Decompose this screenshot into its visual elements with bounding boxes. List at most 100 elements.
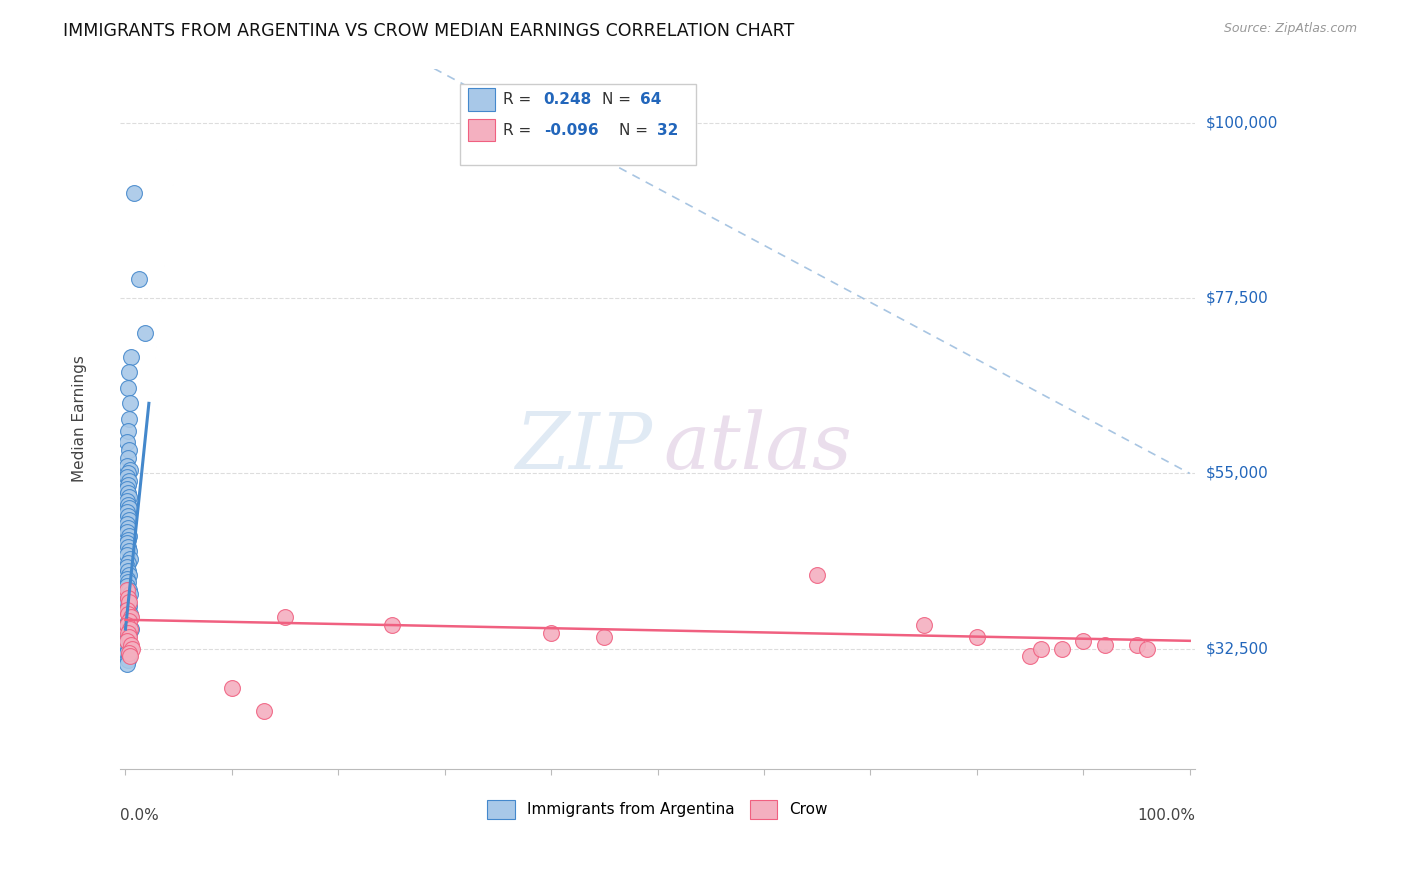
Point bbox=[117, 607, 139, 621]
Point bbox=[115, 646, 138, 660]
Legend: Immigrants from Argentina, Crow: Immigrants from Argentina, Crow bbox=[481, 794, 834, 825]
Point bbox=[966, 630, 988, 644]
Point bbox=[118, 396, 141, 410]
Bar bbox=[460, 84, 696, 164]
Point bbox=[122, 186, 145, 200]
Point bbox=[1050, 641, 1073, 656]
Point bbox=[593, 630, 616, 644]
Point bbox=[120, 610, 142, 624]
Point bbox=[117, 602, 139, 616]
Point bbox=[117, 653, 139, 667]
Point bbox=[912, 618, 935, 632]
Point bbox=[115, 482, 138, 496]
Point bbox=[118, 587, 141, 601]
Point bbox=[118, 474, 141, 488]
Point bbox=[117, 630, 139, 644]
Text: Median Earnings: Median Earnings bbox=[72, 356, 87, 483]
Point bbox=[118, 529, 141, 543]
Text: IMMIGRANTS FROM ARGENTINA VS CROW MEDIAN EARNINGS CORRELATION CHART: IMMIGRANTS FROM ARGENTINA VS CROW MEDIAN… bbox=[63, 22, 794, 40]
Point bbox=[118, 607, 141, 621]
Point bbox=[117, 509, 139, 524]
Point bbox=[380, 618, 402, 632]
Point bbox=[115, 602, 138, 616]
Point bbox=[117, 615, 139, 629]
Point bbox=[117, 564, 139, 578]
Point bbox=[121, 641, 143, 656]
Point bbox=[115, 618, 138, 632]
Point bbox=[115, 657, 138, 672]
Point bbox=[1094, 638, 1116, 652]
Text: $32,500: $32,500 bbox=[1206, 641, 1270, 657]
Point bbox=[118, 630, 141, 644]
Point bbox=[118, 610, 141, 624]
Point bbox=[221, 681, 243, 695]
Text: N =: N = bbox=[619, 123, 652, 137]
Point bbox=[118, 649, 141, 664]
Point bbox=[253, 704, 276, 718]
Point bbox=[117, 575, 139, 590]
Point bbox=[115, 516, 138, 531]
Point bbox=[1029, 641, 1052, 656]
Point bbox=[128, 272, 150, 286]
Text: -0.096: -0.096 bbox=[544, 123, 599, 137]
Point bbox=[115, 435, 138, 450]
Point bbox=[115, 470, 138, 484]
Text: 32: 32 bbox=[657, 123, 678, 137]
Point bbox=[134, 326, 156, 341]
Point bbox=[115, 572, 138, 586]
Point bbox=[118, 595, 141, 609]
Point bbox=[117, 541, 139, 555]
Point bbox=[117, 486, 139, 500]
Point bbox=[1071, 633, 1094, 648]
Point bbox=[117, 450, 139, 465]
Point bbox=[118, 490, 141, 504]
Text: 100.0%: 100.0% bbox=[1137, 808, 1195, 822]
Point bbox=[274, 610, 297, 624]
Text: atlas: atlas bbox=[664, 409, 852, 485]
Point bbox=[118, 626, 141, 640]
Point bbox=[118, 462, 141, 476]
Point bbox=[115, 536, 138, 550]
Text: $77,500: $77,500 bbox=[1206, 291, 1268, 306]
Text: ZIP: ZIP bbox=[515, 409, 652, 485]
Point bbox=[117, 591, 139, 605]
Point bbox=[118, 552, 141, 566]
Point bbox=[118, 583, 141, 598]
Point bbox=[115, 579, 138, 593]
Point bbox=[118, 501, 141, 516]
Text: 0.0%: 0.0% bbox=[120, 808, 159, 822]
Point bbox=[115, 595, 138, 609]
Point bbox=[120, 350, 142, 364]
Point bbox=[120, 622, 142, 636]
Point bbox=[118, 599, 141, 613]
Point bbox=[1019, 649, 1042, 664]
Point bbox=[117, 533, 139, 547]
Text: R =: R = bbox=[503, 123, 536, 137]
Point bbox=[117, 498, 139, 512]
Point bbox=[117, 467, 139, 481]
Point bbox=[115, 524, 138, 539]
Point bbox=[118, 443, 141, 458]
Text: N =: N = bbox=[602, 92, 636, 107]
Point bbox=[115, 458, 138, 473]
Point bbox=[120, 638, 142, 652]
Point bbox=[115, 583, 138, 598]
Text: 0.248: 0.248 bbox=[544, 92, 592, 107]
Point bbox=[117, 556, 139, 570]
Point bbox=[118, 513, 141, 527]
Point bbox=[118, 622, 141, 636]
Point bbox=[117, 641, 139, 656]
Bar bbox=[468, 119, 495, 142]
Point bbox=[115, 559, 138, 574]
Point bbox=[118, 615, 141, 629]
Point bbox=[118, 365, 141, 379]
Bar bbox=[468, 88, 495, 111]
Point bbox=[118, 544, 141, 558]
Point bbox=[118, 412, 141, 426]
Point bbox=[115, 505, 138, 519]
Point bbox=[117, 424, 139, 438]
Text: Source: ZipAtlas.com: Source: ZipAtlas.com bbox=[1223, 22, 1357, 36]
Point bbox=[115, 633, 138, 648]
Point bbox=[118, 567, 141, 582]
Point bbox=[115, 493, 138, 508]
